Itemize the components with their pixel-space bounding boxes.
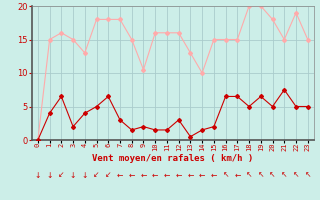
Text: ↖: ↖ bbox=[269, 171, 276, 180]
X-axis label: Vent moyen/en rafales ( km/h ): Vent moyen/en rafales ( km/h ) bbox=[92, 154, 253, 163]
Text: ←: ← bbox=[234, 171, 241, 180]
Text: ↖: ↖ bbox=[281, 171, 287, 180]
Text: ↙: ↙ bbox=[93, 171, 100, 180]
Text: ↖: ↖ bbox=[222, 171, 229, 180]
Text: ↖: ↖ bbox=[305, 171, 311, 180]
Text: ↓: ↓ bbox=[82, 171, 88, 180]
Text: ↙: ↙ bbox=[58, 171, 65, 180]
Text: ←: ← bbox=[211, 171, 217, 180]
Text: ←: ← bbox=[140, 171, 147, 180]
Text: ←: ← bbox=[187, 171, 194, 180]
Text: ←: ← bbox=[175, 171, 182, 180]
Text: ←: ← bbox=[117, 171, 123, 180]
Text: ←: ← bbox=[152, 171, 158, 180]
Text: ↖: ↖ bbox=[293, 171, 299, 180]
Text: ↖: ↖ bbox=[246, 171, 252, 180]
Text: ←: ← bbox=[164, 171, 170, 180]
Text: ↓: ↓ bbox=[35, 171, 41, 180]
Text: ↓: ↓ bbox=[70, 171, 76, 180]
Text: ↙: ↙ bbox=[105, 171, 111, 180]
Text: ←: ← bbox=[129, 171, 135, 180]
Text: ↓: ↓ bbox=[46, 171, 53, 180]
Text: ↖: ↖ bbox=[258, 171, 264, 180]
Text: ←: ← bbox=[199, 171, 205, 180]
